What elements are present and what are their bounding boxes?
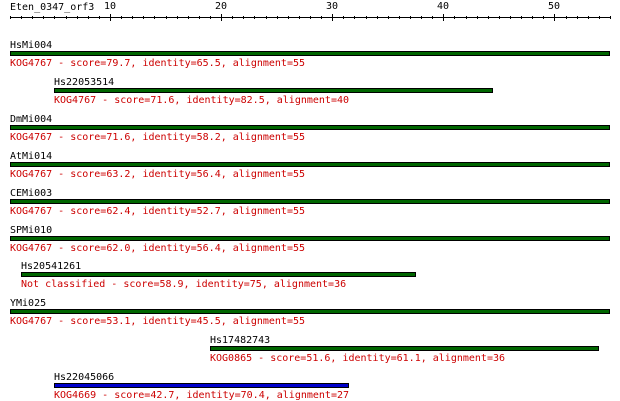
minor-tick: [143, 16, 144, 19]
minor-tick: [199, 16, 200, 19]
hit-name[interactable]: HsMi004: [10, 40, 53, 51]
minor-tick: [410, 16, 411, 19]
minor-tick: [177, 16, 178, 19]
minor-tick: [588, 16, 589, 19]
tick-label: 20: [214, 1, 228, 12]
hit-name[interactable]: YMi025: [10, 298, 47, 310]
hit-description[interactable]: KOG4767 - score=63.2, identity=56.4, ali…: [10, 168, 306, 180]
minor-tick: [188, 16, 189, 19]
minor-tick: [454, 16, 455, 19]
hit-name[interactable]: Hs17482743: [210, 335, 271, 347]
hit-name[interactable]: Hs22045066: [54, 372, 115, 384]
minor-tick: [243, 16, 244, 19]
hit-alignment-bar[interactable]: [21, 272, 416, 278]
minor-tick: [543, 16, 544, 19]
hit-description[interactable]: KOG0865 - score=51.6, identity=61.1, ali…: [210, 353, 506, 365]
hit-alignment-bar[interactable]: [10, 235, 610, 241]
hit-name[interactable]: CEMi003: [10, 187, 53, 199]
hit-description[interactable]: Not classified - score=58.9, identity=75…: [21, 279, 347, 291]
minor-tick: [254, 16, 255, 19]
minor-tick: [54, 16, 55, 19]
minor-tick: [354, 16, 355, 19]
minor-tick: [599, 16, 600, 19]
tick-label: 30: [325, 1, 339, 12]
minor-tick: [99, 16, 100, 19]
tick-label: 10: [103, 1, 117, 12]
minor-tick: [532, 16, 533, 19]
tick-label: 50: [547, 1, 561, 12]
hit-alignment-bar[interactable]: [10, 309, 610, 315]
minor-tick: [10, 16, 11, 19]
hit-name[interactable]: Hs20541261: [21, 261, 82, 273]
minor-tick: [132, 16, 133, 19]
minor-tick: [399, 16, 400, 19]
major-tick: [554, 14, 555, 21]
minor-tick: [421, 16, 422, 19]
hit-alignment-bar[interactable]: [210, 346, 599, 352]
major-tick: [443, 14, 444, 21]
hit-alignment-bar[interactable]: [10, 161, 610, 167]
hit-description[interactable]: KOG4767 - score=71.6, identity=58.2, ali…: [10, 131, 306, 143]
minor-tick: [154, 16, 155, 19]
minor-tick: [232, 16, 233, 19]
minor-tick: [377, 16, 378, 19]
hit-alignment-bar[interactable]: [10, 51, 610, 56]
minor-tick: [566, 16, 567, 19]
minor-tick: [277, 16, 278, 19]
minor-tick: [32, 16, 33, 19]
major-tick: [110, 14, 111, 21]
hit-description[interactable]: KOG4767 - score=62.0, identity=56.4, ali…: [10, 242, 306, 254]
hit-description[interactable]: KOG4669 - score=42.7, identity=70.4, ali…: [54, 390, 350, 401]
minor-tick: [88, 16, 89, 19]
minor-tick: [66, 16, 67, 19]
query-name: Eten_0347_orf3: [10, 2, 95, 13]
major-tick: [332, 14, 333, 21]
minor-tick: [477, 16, 478, 19]
hit-name[interactable]: AtMi014: [10, 150, 53, 162]
minor-tick: [43, 16, 44, 19]
hit-name[interactable]: Hs22053514: [54, 76, 115, 88]
minor-tick: [521, 16, 522, 19]
hit-alignment-bar[interactable]: [54, 383, 349, 389]
minor-tick: [266, 16, 267, 19]
minor-tick: [466, 16, 467, 19]
hit-description[interactable]: KOG4767 - score=53.1, identity=45.5, ali…: [10, 316, 306, 328]
minor-tick: [488, 16, 489, 19]
hit-alignment-bar[interactable]: [10, 198, 610, 204]
minor-tick: [577, 16, 578, 19]
hit-alignment-bar[interactable]: [54, 87, 493, 93]
minor-tick: [166, 16, 167, 19]
hit-name[interactable]: DmMi004: [10, 113, 53, 125]
minor-tick: [121, 16, 122, 19]
hit-name[interactable]: SPMi010: [10, 224, 53, 236]
hit-alignment-bar[interactable]: [10, 124, 610, 130]
minor-tick: [310, 16, 311, 19]
minor-tick: [388, 16, 389, 19]
hit-description[interactable]: KOG4767 - score=71.6, identity=82.5, ali…: [54, 94, 350, 106]
minor-tick: [366, 16, 367, 19]
hit-description[interactable]: KOG4767 - score=79.7, identity=65.5, ali…: [10, 58, 306, 69]
hit-description[interactable]: KOG4767 - score=62.4, identity=52.7, ali…: [10, 205, 306, 217]
minor-tick: [610, 16, 611, 19]
minor-tick: [299, 16, 300, 19]
tick-label: 40: [436, 1, 450, 12]
minor-tick: [210, 16, 211, 19]
minor-tick: [77, 16, 78, 19]
minor-tick: [510, 16, 511, 19]
minor-tick: [288, 16, 289, 19]
minor-tick: [321, 16, 322, 19]
minor-tick: [21, 16, 22, 19]
minor-tick: [499, 16, 500, 19]
minor-tick: [343, 16, 344, 19]
major-tick: [221, 14, 222, 21]
minor-tick: [432, 16, 433, 19]
